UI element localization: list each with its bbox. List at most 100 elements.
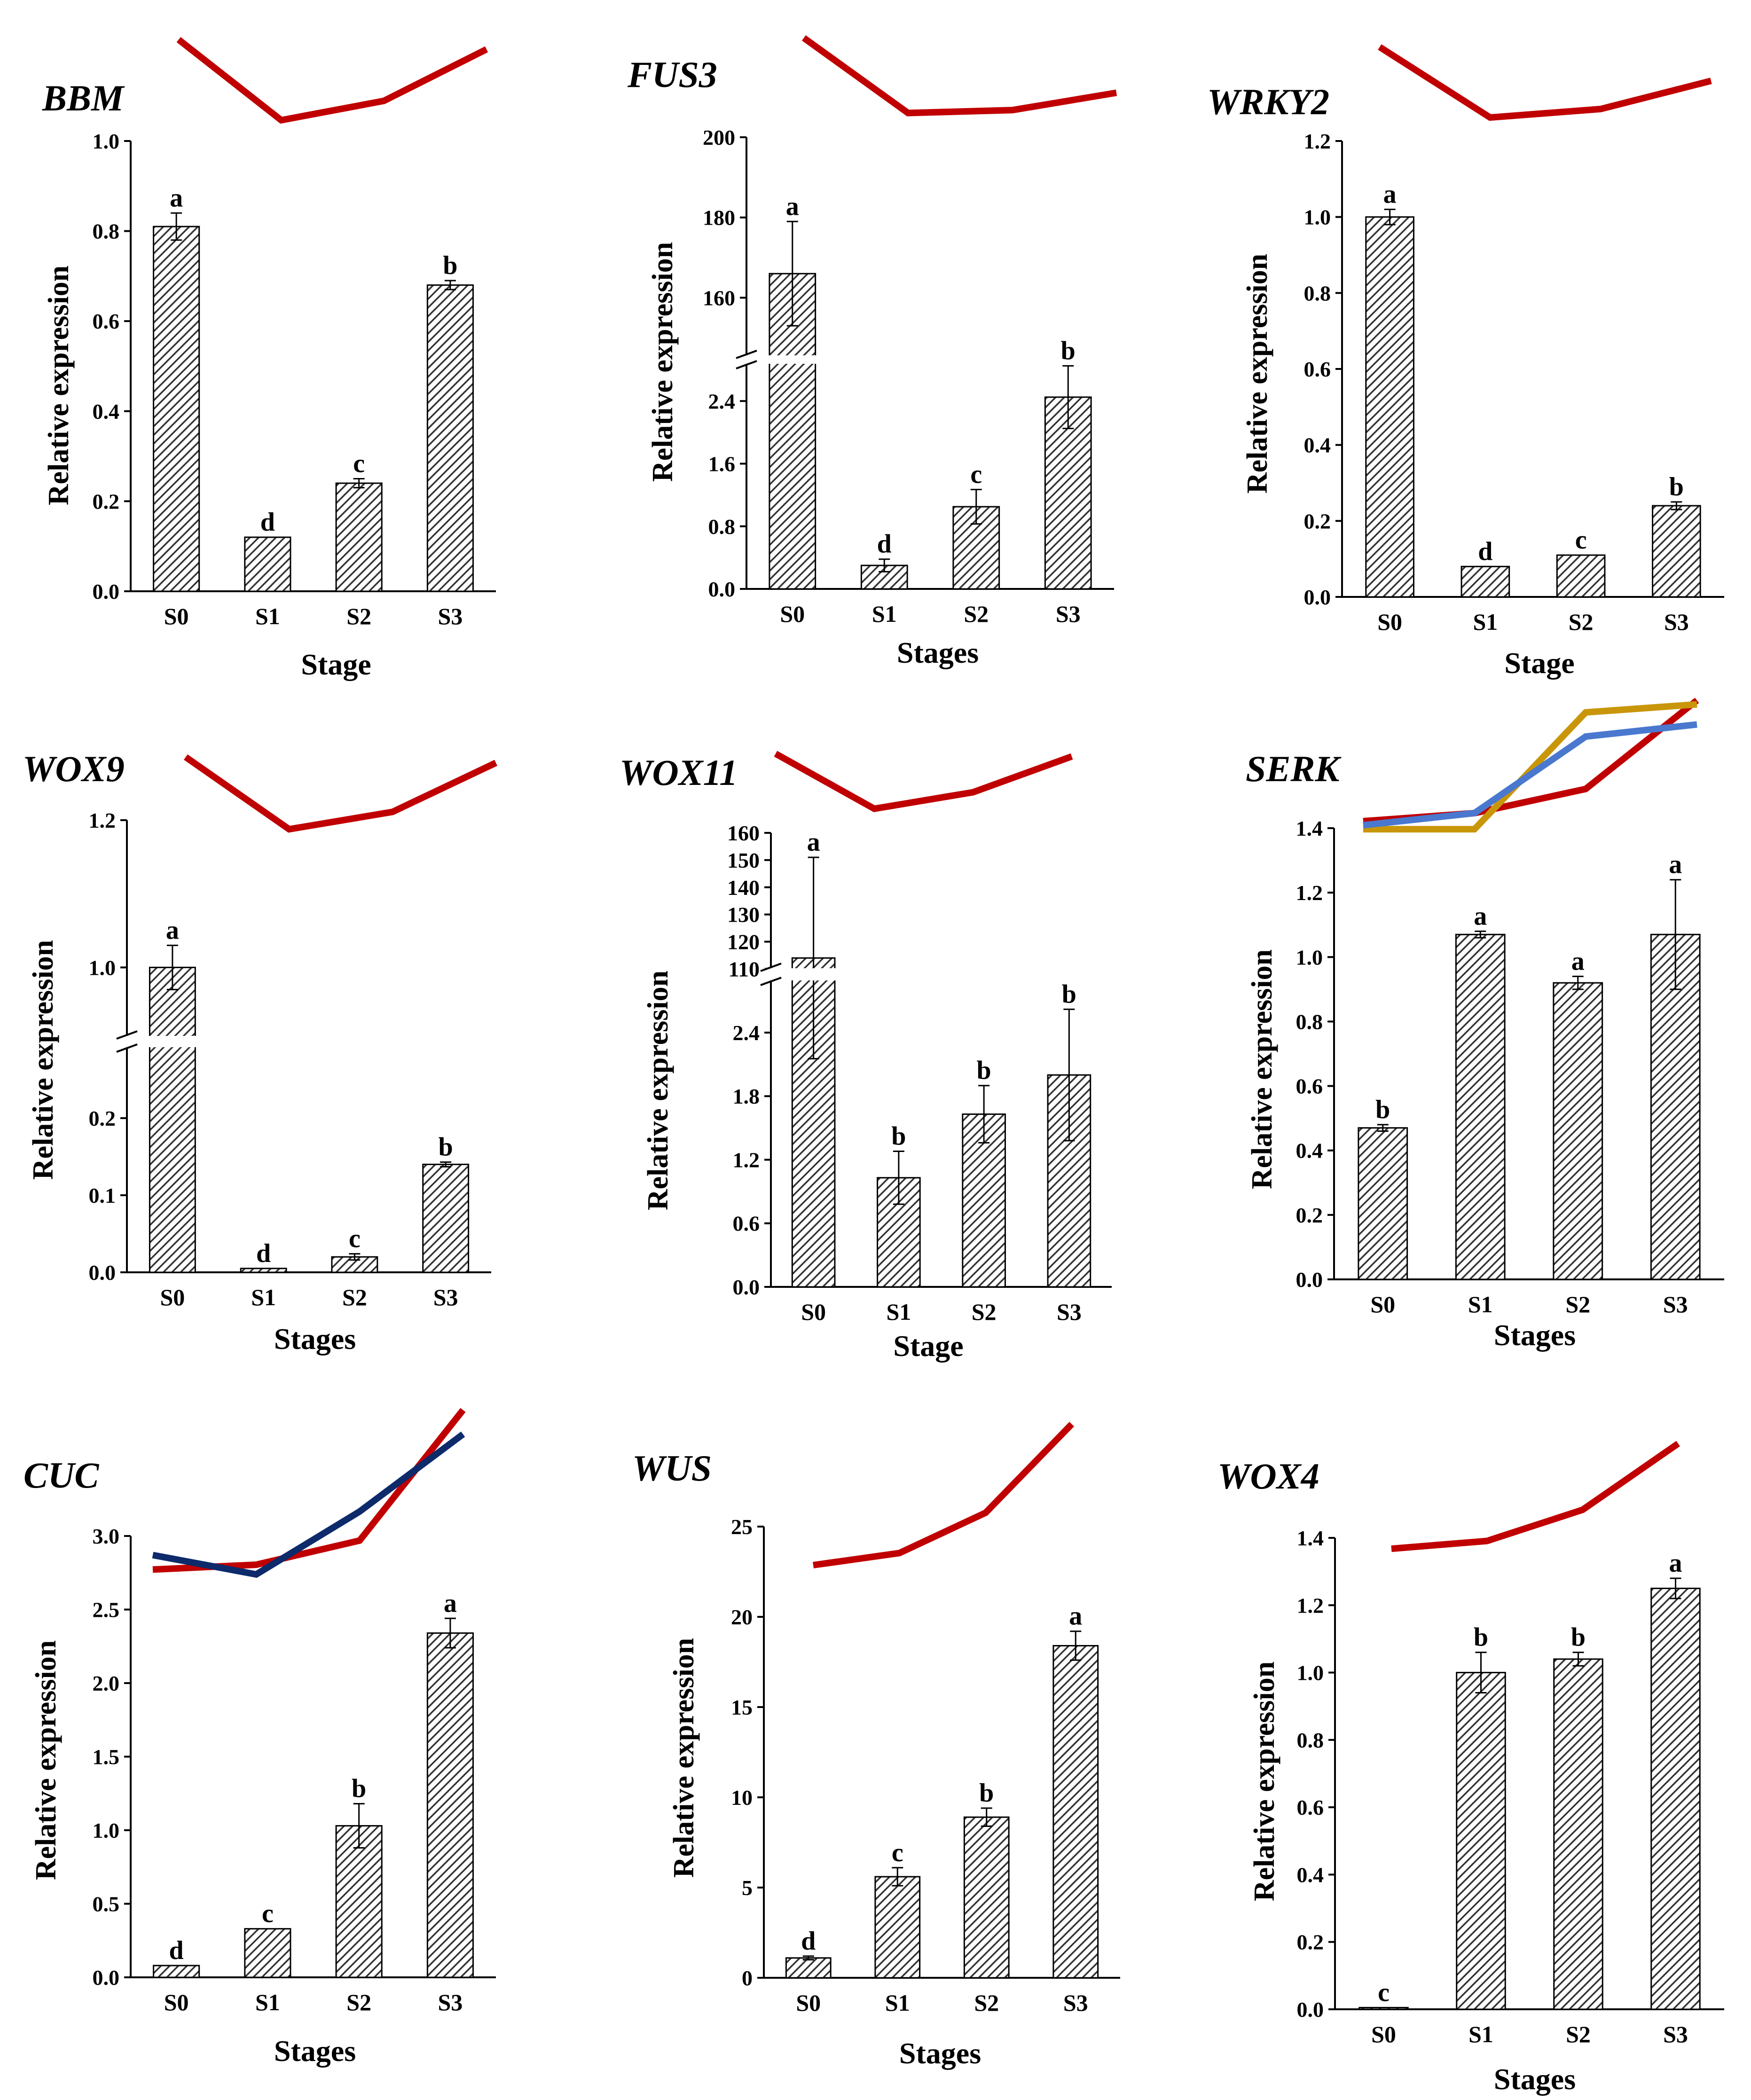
x-axis-title: Stage (301, 648, 371, 681)
x-tick-label: S2 (974, 1990, 999, 2016)
y-tick-label: 0.0 (93, 580, 120, 603)
y-axis-title: Relative expression (1248, 1661, 1280, 1901)
x-tick-label: S2 (964, 601, 989, 627)
significance-letter: d (169, 1936, 184, 1965)
trend-line-1 (1391, 1441, 1680, 1552)
bar-s3 (422, 1163, 470, 1273)
x-tick-label: S0 (164, 603, 189, 629)
x-tick-label: S0 (1371, 2021, 1396, 2047)
y-tick-label: 1.0 (1297, 1661, 1324, 1685)
axis-break-mark (736, 350, 757, 359)
significance-letter: b (891, 1121, 906, 1151)
trend-line-1 (1378, 44, 1712, 121)
significance-letter: b (1669, 472, 1684, 501)
significance-letter: b (979, 1779, 994, 1808)
y-tick-label: 1.2 (89, 808, 116, 832)
x-tick-label: S1 (872, 601, 897, 627)
significance-letter: a (444, 1589, 457, 1618)
bar-s0 (1358, 1127, 1408, 1280)
y-axis-title: Relative expression (1246, 949, 1278, 1189)
bar-s1 (1455, 933, 1506, 1280)
significance-letter: d (1478, 537, 1492, 566)
y-tick-label: 1.2 (733, 1148, 760, 1172)
axis-break-mark (116, 1043, 138, 1053)
y-tick-label: 1.0 (1296, 945, 1323, 969)
y-tick-label: 150 (727, 848, 760, 872)
trend-line-1 (774, 751, 1073, 813)
bar-s1 (244, 1928, 291, 1978)
y-tick-label: 0.2 (93, 489, 120, 513)
y-tick-label: 0.0 (708, 577, 736, 601)
gene-title: BBM (42, 78, 125, 118)
y-tick-label: 0.8 (1304, 281, 1331, 305)
significance-letter: b (977, 1056, 991, 1085)
bar-s3 (1052, 1645, 1099, 1979)
trend-line-3 (1363, 721, 1697, 829)
significance-letter: b (443, 251, 457, 280)
x-tick-label: S0 (160, 1284, 185, 1310)
y-axis-title: Relative expression (642, 971, 674, 1210)
y-tick-label: 1.0 (93, 129, 120, 153)
y-tick-label: 1.5 (93, 1745, 120, 1769)
x-axis-title: Stage (1504, 646, 1574, 680)
y-tick-label: 140 (727, 876, 760, 900)
y-tick-label: 0.4 (1304, 433, 1331, 457)
significance-letter: a (1669, 850, 1682, 879)
bar-s1 (240, 1268, 287, 1273)
x-tick-label: S1 (885, 1990, 910, 2016)
gene-title: WUS (632, 1448, 712, 1489)
x-axis-title: Stages (274, 2034, 356, 2068)
y-tick-label: 160 (727, 821, 760, 845)
x-tick-label: S2 (1569, 609, 1594, 635)
chart-panel-cuc: 0.0 0.5 1.0 1.5 2.0 2.5 3.0 d S0 c S1 b S2 a S3 CUC Stag… (24, 1408, 496, 2068)
y-tick-label: 1.0 (89, 956, 116, 979)
bar-s0 (153, 1965, 200, 1978)
axis-break-gap (115, 1036, 268, 1047)
gene-title: WOX4 (1217, 1456, 1319, 1497)
x-tick-label: S1 (1468, 1291, 1493, 1317)
significance-letter: c (892, 1838, 903, 1867)
x-tick-label: S1 (251, 1284, 276, 1310)
x-tick-label: S0 (164, 1989, 189, 2015)
y-tick-label: 1.6 (708, 452, 736, 476)
y-tick-label: 130 (727, 903, 760, 927)
bar-s0 (149, 966, 196, 1273)
y-tick-label: 1.2 (1296, 881, 1323, 905)
significance-letter: c (262, 1899, 274, 1928)
x-tick-label: S3 (438, 1989, 463, 2015)
bar-s0 (1358, 2006, 1409, 2010)
y-tick-label: 0.8 (93, 219, 120, 243)
x-tick-label: S3 (433, 1284, 458, 1310)
y-tick-label: 120 (727, 930, 760, 954)
x-axis-title: Stage (893, 1329, 963, 1363)
gene-title: WOX11 (620, 752, 738, 793)
trend-line-1 (176, 37, 488, 124)
chart-panel-fus3: 0.0 0.8 1.6 2.4 160 180 200 a S0 d S1 c S2 b S3 FUS3 Sta… (627, 35, 1117, 669)
trend-line-1 (1363, 697, 1699, 825)
x-tick-label: S0 (1377, 609, 1402, 635)
significance-letter: b (1571, 1623, 1586, 1652)
bar-s2 (335, 482, 383, 592)
significance-letter: d (877, 530, 892, 559)
significance-letter: a (1383, 180, 1397, 209)
x-tick-label: S3 (1057, 1299, 1082, 1325)
chart-panel-wrky2: 0.0 0.2 0.4 0.6 0.8 1.0 1.2 a S0 d S1 c S2 b S3 WRKY2 St… (1207, 44, 1724, 680)
significance-letter: a (166, 916, 179, 945)
x-axis-title: Stages (1494, 1318, 1576, 1352)
bar-s2 (1556, 554, 1606, 598)
axis-break-gap (735, 355, 889, 364)
significance-letter: b (1375, 1095, 1390, 1124)
significance-letter: c (1378, 1978, 1390, 2007)
y-tick-label: 0.0 (93, 1966, 120, 1990)
y-tick-label: 0.0 (1304, 585, 1331, 609)
gene-title: SERK (1246, 748, 1342, 789)
y-tick-label: 1.2 (1297, 1593, 1324, 1617)
significance-letter: a (1069, 1602, 1082, 1631)
chart-panel-wox11: 0.0 0.6 1.2 1.8 2.4 110 120 130 140 150 160 a S0 b S1 b… (620, 751, 1112, 1363)
bar-s0 (785, 1957, 832, 1979)
x-tick-label: S2 (1565, 1291, 1590, 1317)
y-tick-label: 0.2 (89, 1106, 116, 1130)
trend-line-1 (813, 1422, 1075, 1568)
significance-letter: d (801, 1927, 816, 1956)
